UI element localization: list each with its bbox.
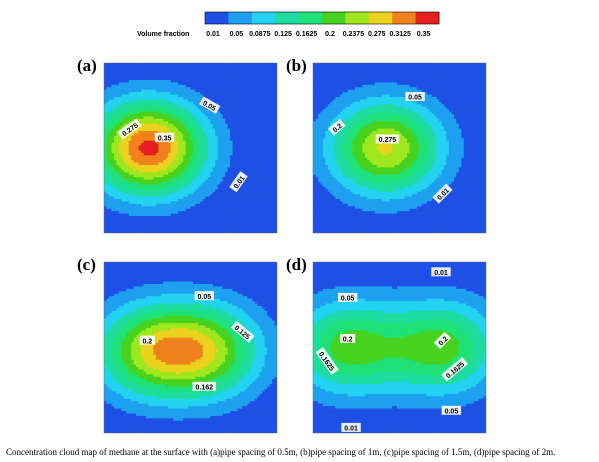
contour-label: 0.05 bbox=[405, 92, 425, 102]
colorbar-tick-label: 0.2375 bbox=[343, 31, 365, 38]
contour-label: 0.2 bbox=[339, 333, 356, 344]
colorbar-swatch bbox=[322, 12, 346, 24]
contour-field bbox=[313, 63, 486, 233]
colorbar-swatch bbox=[275, 12, 299, 24]
colorbar-swatch bbox=[205, 12, 229, 24]
colorbar-tick-label: 0.275 bbox=[368, 31, 386, 38]
contour-label: 0.01 bbox=[341, 422, 361, 433]
contour-label: 0.2 bbox=[139, 335, 155, 345]
colorbar-swatch bbox=[345, 12, 370, 24]
colorbar-swatch bbox=[392, 12, 416, 24]
panel-label: (c) bbox=[77, 255, 96, 274]
contour-label: 0.2 bbox=[433, 331, 452, 349]
colorbar-title: Volume fraction bbox=[137, 31, 189, 38]
colorbar-tick-label: 0.05 bbox=[230, 31, 244, 38]
panel-label: (b) bbox=[286, 56, 307, 75]
colorbar-swatch bbox=[415, 12, 440, 24]
contour-field bbox=[104, 63, 277, 233]
colorbar-swatch bbox=[228, 12, 253, 24]
colorbar-tick-label: 0.01 bbox=[206, 31, 220, 38]
colorbar-swatch bbox=[298, 12, 323, 24]
svg-text:0.35: 0.35 bbox=[158, 135, 172, 142]
contour-label: 0.162 bbox=[192, 381, 217, 391]
colorbar-tick-label: 0.3125 bbox=[389, 31, 411, 38]
colorbar-tick-label: 0.35 bbox=[417, 31, 431, 38]
contour-label: 0.35 bbox=[154, 132, 175, 142]
colorbar-swatch bbox=[251, 12, 276, 24]
contour-panels: (a)0.350.2750.050.01(b)0.2750.20.050.01(… bbox=[77, 56, 487, 434]
panel-label: (a) bbox=[77, 56, 97, 75]
panel-frame bbox=[103, 261, 278, 434]
colorbar-tick-label: 0.2 bbox=[325, 31, 335, 38]
panel-frame bbox=[312, 261, 487, 434]
panel-frame bbox=[312, 62, 487, 234]
colorbar: Volume fraction 0.01 0.05 0.0875 0.125 0.1625… bbox=[137, 11, 440, 38]
contour-label: 0.05 bbox=[194, 291, 214, 301]
contour-field bbox=[104, 262, 277, 433]
colorbar-tick-label: 0.0875 bbox=[249, 31, 271, 38]
contour-label: 0.05 bbox=[441, 405, 462, 415]
contour-label: 0.01 bbox=[431, 267, 451, 277]
colorbar-swatch bbox=[368, 12, 393, 24]
figure-caption: Concentration cloud map of methane at th… bbox=[6, 447, 556, 457]
colorbar-tick-label: 0.1625 bbox=[296, 31, 318, 38]
colorbar-border bbox=[204, 11, 440, 25]
contour-label: 0.05 bbox=[337, 292, 358, 303]
colorbar-tick-label: 0.125 bbox=[274, 31, 292, 38]
contour-label: 0.275 bbox=[375, 134, 400, 144]
contour-label: 0.2 bbox=[328, 118, 346, 136]
panel-label: (d) bbox=[286, 255, 307, 274]
panel-frame bbox=[103, 62, 278, 234]
